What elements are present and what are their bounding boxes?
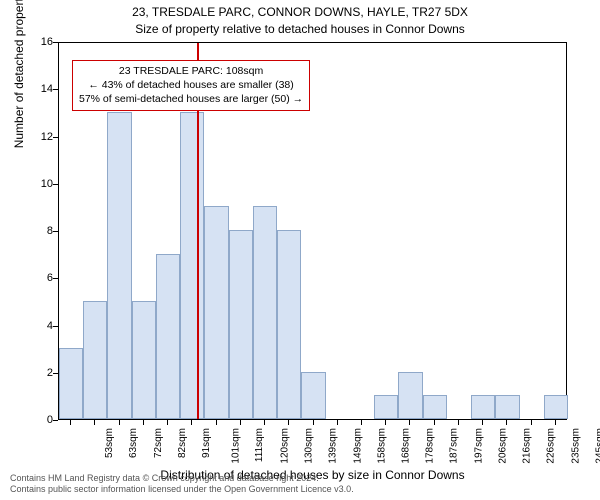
x-tick [531, 420, 532, 425]
x-tick [119, 420, 120, 425]
histogram-bar [301, 372, 325, 419]
x-tick [143, 420, 144, 425]
x-tick [506, 420, 507, 425]
x-tick [191, 420, 192, 425]
y-tick [53, 420, 58, 421]
x-tick [288, 420, 289, 425]
histogram-bar [471, 395, 495, 419]
x-tick-label: 158sqm [376, 428, 387, 464]
x-tick [94, 420, 95, 425]
x-tick-label: 226sqm [546, 428, 557, 464]
histogram-bar [277, 230, 301, 419]
x-tick [216, 420, 217, 425]
histogram-bar [229, 230, 253, 419]
x-tick-label: 149sqm [352, 428, 363, 464]
chart-area: Number of detached properties Distributi… [58, 42, 567, 420]
x-tick [167, 420, 168, 425]
x-tick-label: 130sqm [304, 428, 315, 464]
x-tick-label: 63sqm [128, 428, 139, 458]
y-tick [53, 231, 58, 232]
histogram-bar [253, 206, 277, 419]
histogram-bar [180, 112, 204, 419]
y-tick-label: 14 [41, 83, 53, 95]
x-tick [337, 420, 338, 425]
histogram-bar [495, 395, 519, 419]
x-tick-label: 168sqm [401, 428, 412, 464]
info-box: 23 TRESDALE PARC: 108sqm← 43% of detache… [72, 60, 310, 111]
x-tick-label: 91sqm [201, 428, 212, 458]
histogram-bar [374, 395, 398, 419]
x-tick [458, 420, 459, 425]
histogram-bar [107, 112, 131, 419]
x-tick-label: 139sqm [328, 428, 339, 464]
x-tick-label: 53sqm [104, 428, 115, 458]
x-tick-label: 82sqm [177, 428, 188, 458]
y-axis-label: Number of detached properties [12, 0, 26, 148]
histogram-bar [83, 301, 107, 419]
x-tick [313, 420, 314, 425]
x-tick-label: 206sqm [498, 428, 509, 464]
x-tick [434, 420, 435, 425]
x-tick [264, 420, 265, 425]
y-tick [53, 184, 58, 185]
x-tick-label: 178sqm [425, 428, 436, 464]
y-tick-label: 10 [41, 178, 53, 190]
x-tick-label: 120sqm [279, 428, 290, 464]
histogram-bar [423, 395, 447, 419]
x-tick-label: 216sqm [522, 428, 533, 464]
y-tick [53, 42, 58, 43]
footer-attribution: Contains HM Land Registry data © Crown c… [10, 473, 354, 496]
y-tick [53, 373, 58, 374]
x-tick-label: 235sqm [570, 428, 581, 464]
x-tick [361, 420, 362, 425]
info-box-line: 23 TRESDALE PARC: 108sqm [79, 64, 303, 78]
x-tick [409, 420, 410, 425]
info-box-line: 57% of semi-detached houses are larger (… [79, 92, 303, 106]
footer-line2: Contains public sector information licen… [10, 484, 354, 496]
histogram-bar [156, 254, 180, 419]
info-box-line: ← 43% of detached houses are smaller (38… [79, 78, 303, 92]
x-tick-label: 245sqm [594, 428, 600, 464]
title-address: 23, TRESDALE PARC, CONNOR DOWNS, HAYLE, … [0, 4, 600, 21]
histogram-bar [204, 206, 228, 419]
y-tick-label: 16 [41, 36, 53, 48]
x-tick-label: 101sqm [231, 428, 242, 464]
x-tick [240, 420, 241, 425]
footer-line1: Contains HM Land Registry data © Crown c… [10, 473, 354, 485]
y-tick [53, 137, 58, 138]
x-tick [482, 420, 483, 425]
histogram-bar [59, 348, 83, 419]
histogram-bar [398, 372, 422, 419]
chart-title: 23, TRESDALE PARC, CONNOR DOWNS, HAYLE, … [0, 0, 600, 38]
y-tick [53, 278, 58, 279]
y-tick [53, 326, 58, 327]
x-tick-label: 72sqm [153, 428, 164, 458]
x-tick-label: 197sqm [473, 428, 484, 464]
y-tick [53, 89, 58, 90]
x-tick [385, 420, 386, 425]
x-tick [70, 420, 71, 425]
y-tick-label: 12 [41, 131, 53, 143]
histogram-bar [132, 301, 156, 419]
x-tick-label: 111sqm [254, 428, 265, 462]
histogram-bar [544, 395, 568, 419]
title-subtitle: Size of property relative to detached ho… [0, 21, 600, 38]
x-tick [555, 420, 556, 425]
x-tick-label: 187sqm [449, 428, 460, 464]
